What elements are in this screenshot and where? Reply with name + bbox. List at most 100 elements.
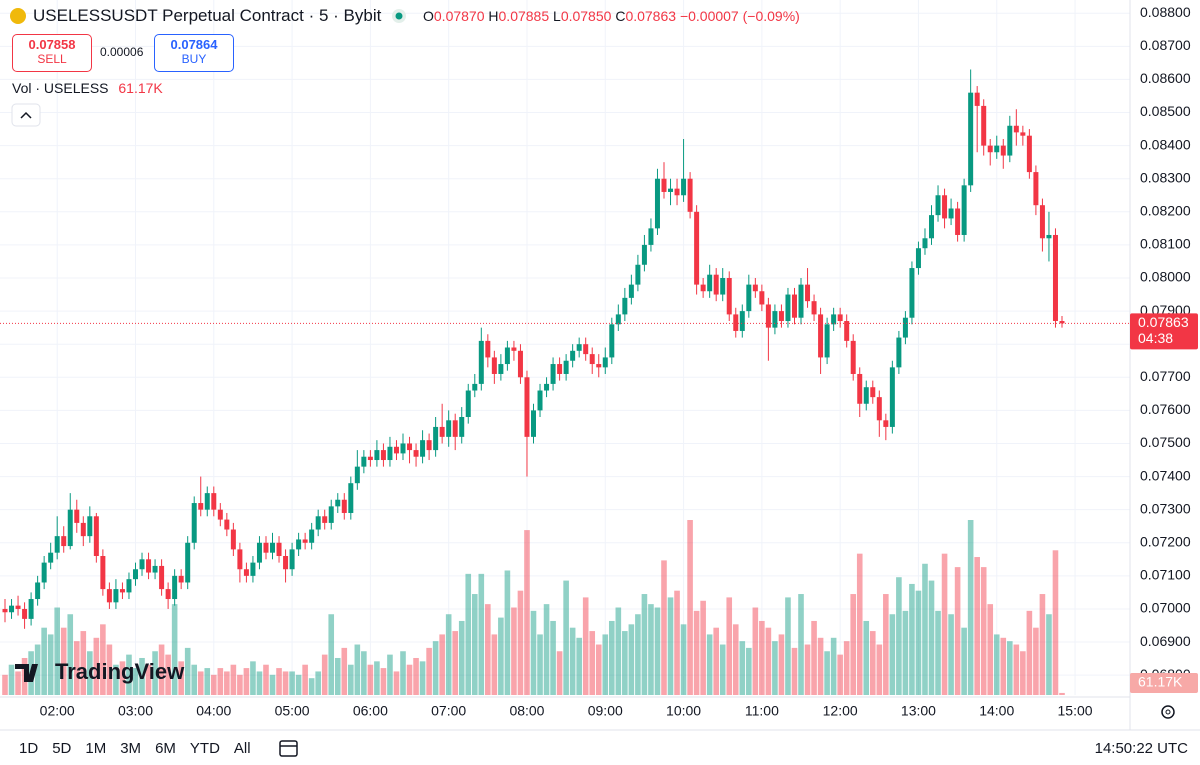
candle-body bbox=[824, 324, 830, 358]
volume-bar bbox=[113, 664, 119, 695]
date-range-icon[interactable] bbox=[279, 740, 298, 757]
range-button[interactable]: 1D bbox=[19, 740, 39, 757]
volume-bar bbox=[406, 664, 413, 695]
y-tick-label: 0.08700 bbox=[1140, 37, 1191, 53]
volume-bar bbox=[843, 641, 850, 695]
volume-bar bbox=[224, 671, 230, 695]
ohlc-value: 0.07885 bbox=[498, 8, 550, 24]
volume-bar bbox=[485, 604, 491, 695]
volume-bar bbox=[530, 610, 537, 695]
candle-body bbox=[681, 178, 687, 196]
range-button[interactable]: 5D bbox=[52, 740, 72, 757]
candle-body bbox=[243, 569, 249, 576]
candle-body bbox=[563, 360, 569, 374]
volume-bar bbox=[367, 664, 374, 695]
volume-bar bbox=[1007, 641, 1013, 695]
range-button[interactable]: 3M bbox=[120, 740, 142, 757]
buy-price: 0.07864 bbox=[170, 37, 218, 52]
candle-body bbox=[909, 268, 915, 318]
range-buttons: 1D 5D 1M 3M 6M YTD All bbox=[19, 740, 251, 757]
candle-layer bbox=[2, 69, 1065, 629]
volume-bar bbox=[478, 573, 485, 695]
candle-body bbox=[739, 311, 745, 331]
volume-bar bbox=[210, 674, 217, 695]
volume-bar bbox=[817, 637, 824, 695]
range-button[interactable]: 6M bbox=[155, 740, 176, 757]
volume-bar bbox=[889, 614, 896, 695]
candle-body bbox=[341, 499, 347, 513]
volume-bar bbox=[439, 634, 445, 695]
volume-bar bbox=[73, 641, 80, 695]
candle-body bbox=[589, 354, 595, 365]
candle-body bbox=[661, 178, 667, 192]
buy-button[interactable]: 0.07864 BUY bbox=[154, 34, 234, 72]
volume-bar bbox=[883, 594, 889, 695]
y-tick-label: 0.07600 bbox=[1140, 401, 1191, 417]
volume-bar bbox=[824, 651, 830, 695]
last-price-label: 0.07863 bbox=[1138, 314, 1189, 330]
candle-body bbox=[230, 529, 236, 550]
ohlc-letter: O bbox=[423, 8, 434, 24]
volume-bar bbox=[909, 583, 915, 695]
volume-bar bbox=[1020, 651, 1026, 695]
candle-body bbox=[35, 582, 41, 600]
volume-bar bbox=[556, 651, 563, 695]
x-tick-label: 14:00 bbox=[979, 703, 1014, 719]
volume-bar bbox=[498, 617, 504, 695]
collapse-button[interactable] bbox=[11, 103, 41, 127]
volume-bar bbox=[139, 657, 145, 695]
candle-body bbox=[74, 509, 80, 523]
volume-bar bbox=[1033, 627, 1039, 695]
candle-body bbox=[752, 284, 758, 292]
candle-body bbox=[915, 248, 921, 269]
volume-bar bbox=[674, 590, 680, 695]
candle-body bbox=[263, 542, 269, 553]
x-tick-label: 09:00 bbox=[588, 703, 623, 719]
volume-bar bbox=[811, 620, 817, 695]
volume-bar bbox=[987, 604, 994, 695]
candle-body bbox=[942, 195, 948, 219]
volume-bar bbox=[837, 654, 843, 695]
candle-body bbox=[537, 390, 543, 411]
volume-bar bbox=[569, 627, 576, 695]
volume-bar bbox=[380, 668, 387, 695]
volume-bar bbox=[315, 671, 321, 695]
y-tick-label: 0.08500 bbox=[1140, 103, 1191, 119]
candle-body bbox=[857, 373, 863, 404]
volume-bar bbox=[1000, 637, 1007, 695]
candle-body bbox=[994, 145, 1000, 153]
volume-bar bbox=[295, 674, 302, 695]
x-tick-label: 03:00 bbox=[118, 703, 153, 719]
candle-body bbox=[1033, 172, 1039, 206]
volume-bar bbox=[915, 590, 922, 695]
candle-body bbox=[283, 556, 289, 570]
volume-bar bbox=[308, 678, 315, 695]
candle-body bbox=[393, 446, 399, 454]
volume-bar bbox=[635, 614, 641, 695]
candle-body bbox=[420, 440, 426, 457]
candle-body bbox=[596, 364, 602, 368]
range-button[interactable]: YTD bbox=[189, 740, 220, 757]
volume-bar bbox=[282, 671, 289, 695]
candle-body bbox=[126, 579, 132, 593]
range-button[interactable]: 1M bbox=[85, 740, 107, 757]
sell-button[interactable]: 0.07858 SELL bbox=[12, 34, 92, 72]
candle-body bbox=[870, 387, 876, 398]
volume-bar bbox=[178, 661, 184, 695]
range-button[interactable]: All bbox=[233, 740, 251, 757]
volume-bar bbox=[517, 590, 524, 695]
candle-body bbox=[446, 420, 452, 437]
volume-bar bbox=[1052, 550, 1059, 695]
volume-bar bbox=[791, 647, 798, 695]
candle-body bbox=[152, 565, 158, 573]
settings-icon[interactable] bbox=[1161, 705, 1175, 719]
x-tick-label: 05:00 bbox=[275, 703, 310, 719]
volume-bar bbox=[34, 644, 41, 695]
ohlc-readout: O0.07870 H0.07885 L0.07850 C0.07863 −0.0… bbox=[423, 8, 800, 24]
candle-body bbox=[256, 542, 262, 563]
candle-body bbox=[204, 493, 210, 510]
volume-bar bbox=[348, 664, 354, 695]
candle-body bbox=[367, 456, 373, 461]
candle-body bbox=[674, 188, 680, 196]
volume-bar bbox=[654, 607, 661, 695]
